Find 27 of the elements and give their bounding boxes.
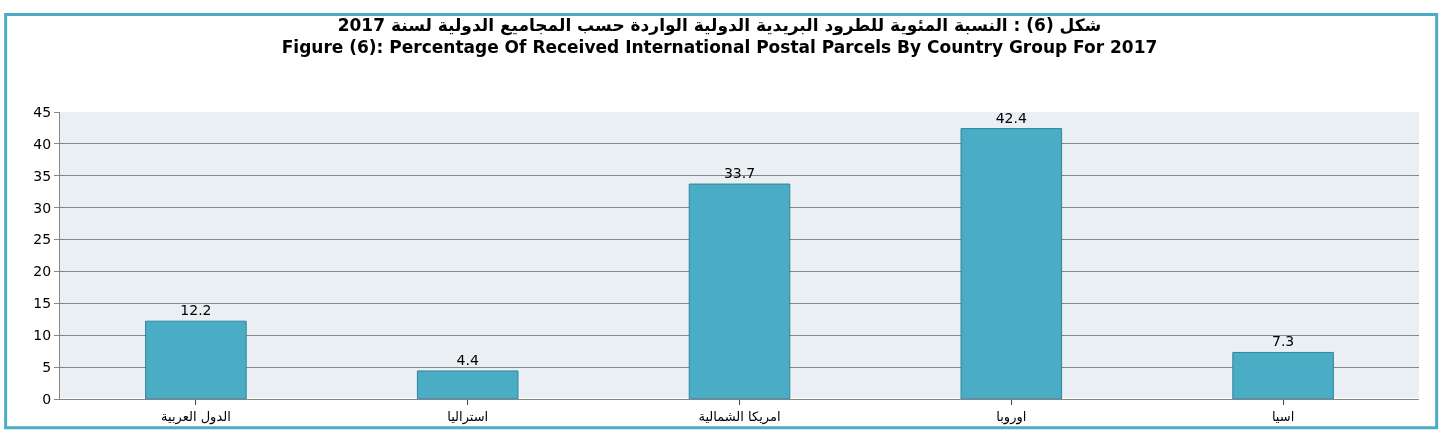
y-tick-label: 20 [33, 263, 52, 280]
y-tick-label: 15 [33, 295, 52, 312]
data-label: 7.3 [1271, 333, 1295, 350]
y-tick-label: 40 [33, 135, 52, 152]
x-tick-label: اوروبا [996, 408, 1027, 425]
bar [960, 128, 1063, 399]
y-tick-label: 5 [42, 359, 52, 376]
bar [145, 320, 247, 399]
x-tick-label: استراليا [447, 408, 489, 425]
bar [1232, 351, 1334, 399]
x-tick-label: اسيا [1271, 408, 1295, 424]
y-tick-label: 0 [42, 390, 52, 407]
chart-title: شكل (6) : النسبة المئوية للطرود البريدية الدولية الواردة حسب المجاميع الدولية لسنة 2017 [337, 15, 1102, 37]
chart-subtitle: Figure (6): Percentage Of Received International Postal Parcels By Country Group For 2017 [281, 37, 1158, 58]
y-tick-label: 45 [33, 103, 52, 120]
data-label: 33.7 [723, 165, 756, 182]
y-tick-label: 30 [33, 199, 52, 216]
y-tick-label: 25 [33, 231, 52, 248]
x-tick-label: امريكا الشمالية [698, 408, 781, 425]
bar [416, 370, 519, 399]
y-tick-label: 10 [33, 327, 52, 344]
bar [688, 183, 791, 399]
data-label: 12.2 [180, 302, 212, 319]
data-label: 4.4 [456, 351, 479, 368]
y-tick-label: 35 [33, 167, 52, 184]
data-label: 42.4 [995, 109, 1027, 126]
x-tick-label: الدول العربية [161, 408, 231, 425]
